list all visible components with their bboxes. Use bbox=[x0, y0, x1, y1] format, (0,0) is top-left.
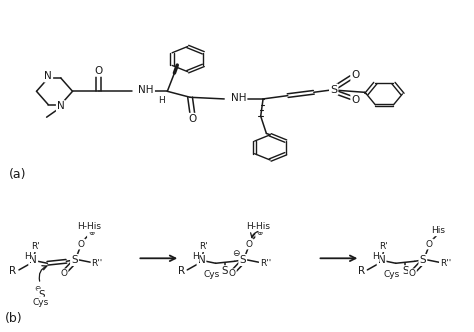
Text: R: R bbox=[178, 266, 185, 276]
Text: S: S bbox=[239, 255, 246, 265]
Text: Cys: Cys bbox=[204, 270, 220, 279]
Text: N: N bbox=[29, 255, 37, 265]
Text: NH: NH bbox=[138, 85, 154, 95]
Text: S: S bbox=[402, 266, 409, 276]
Text: S: S bbox=[330, 85, 337, 95]
Text: R'': R'' bbox=[440, 259, 451, 268]
Text: S: S bbox=[71, 255, 78, 265]
Text: R'': R'' bbox=[260, 259, 271, 268]
Text: (a): (a) bbox=[9, 168, 26, 181]
Text: S: S bbox=[38, 290, 45, 300]
Text: ⊖: ⊖ bbox=[232, 249, 239, 259]
Text: R': R' bbox=[380, 242, 388, 251]
Text: H-His: H-His bbox=[246, 222, 270, 231]
Text: R: R bbox=[9, 266, 17, 276]
Text: O: O bbox=[409, 269, 416, 279]
Text: H-His: H-His bbox=[78, 222, 101, 231]
Text: H: H bbox=[24, 252, 30, 261]
Text: H: H bbox=[192, 252, 199, 261]
Text: ⊖: ⊖ bbox=[35, 284, 41, 293]
Text: N: N bbox=[45, 71, 52, 81]
Text: O: O bbox=[246, 239, 253, 249]
Text: (b): (b) bbox=[5, 312, 22, 325]
Text: R'': R'' bbox=[91, 259, 103, 268]
Text: R': R' bbox=[200, 242, 208, 251]
Text: H: H bbox=[372, 252, 379, 261]
Text: N: N bbox=[57, 101, 64, 111]
Text: O: O bbox=[61, 269, 67, 279]
Text: O: O bbox=[78, 239, 84, 249]
Text: N: N bbox=[198, 255, 205, 265]
Text: His: His bbox=[431, 226, 445, 235]
Text: O: O bbox=[94, 66, 103, 76]
Text: O: O bbox=[426, 239, 433, 249]
Text: S: S bbox=[419, 255, 426, 265]
Text: R: R bbox=[358, 266, 365, 276]
Text: ⊕: ⊕ bbox=[256, 228, 263, 237]
Text: H: H bbox=[158, 96, 165, 105]
Text: S: S bbox=[222, 266, 228, 276]
Text: ⊕: ⊕ bbox=[88, 228, 94, 237]
Text: Cys: Cys bbox=[32, 297, 48, 307]
Text: O: O bbox=[351, 95, 360, 105]
Text: O: O bbox=[351, 70, 360, 80]
Text: R': R' bbox=[31, 242, 40, 251]
Text: O: O bbox=[188, 114, 197, 124]
Text: O: O bbox=[229, 269, 236, 279]
Text: NH: NH bbox=[231, 93, 246, 103]
Text: N: N bbox=[378, 255, 385, 265]
Text: Cys: Cys bbox=[384, 270, 400, 279]
